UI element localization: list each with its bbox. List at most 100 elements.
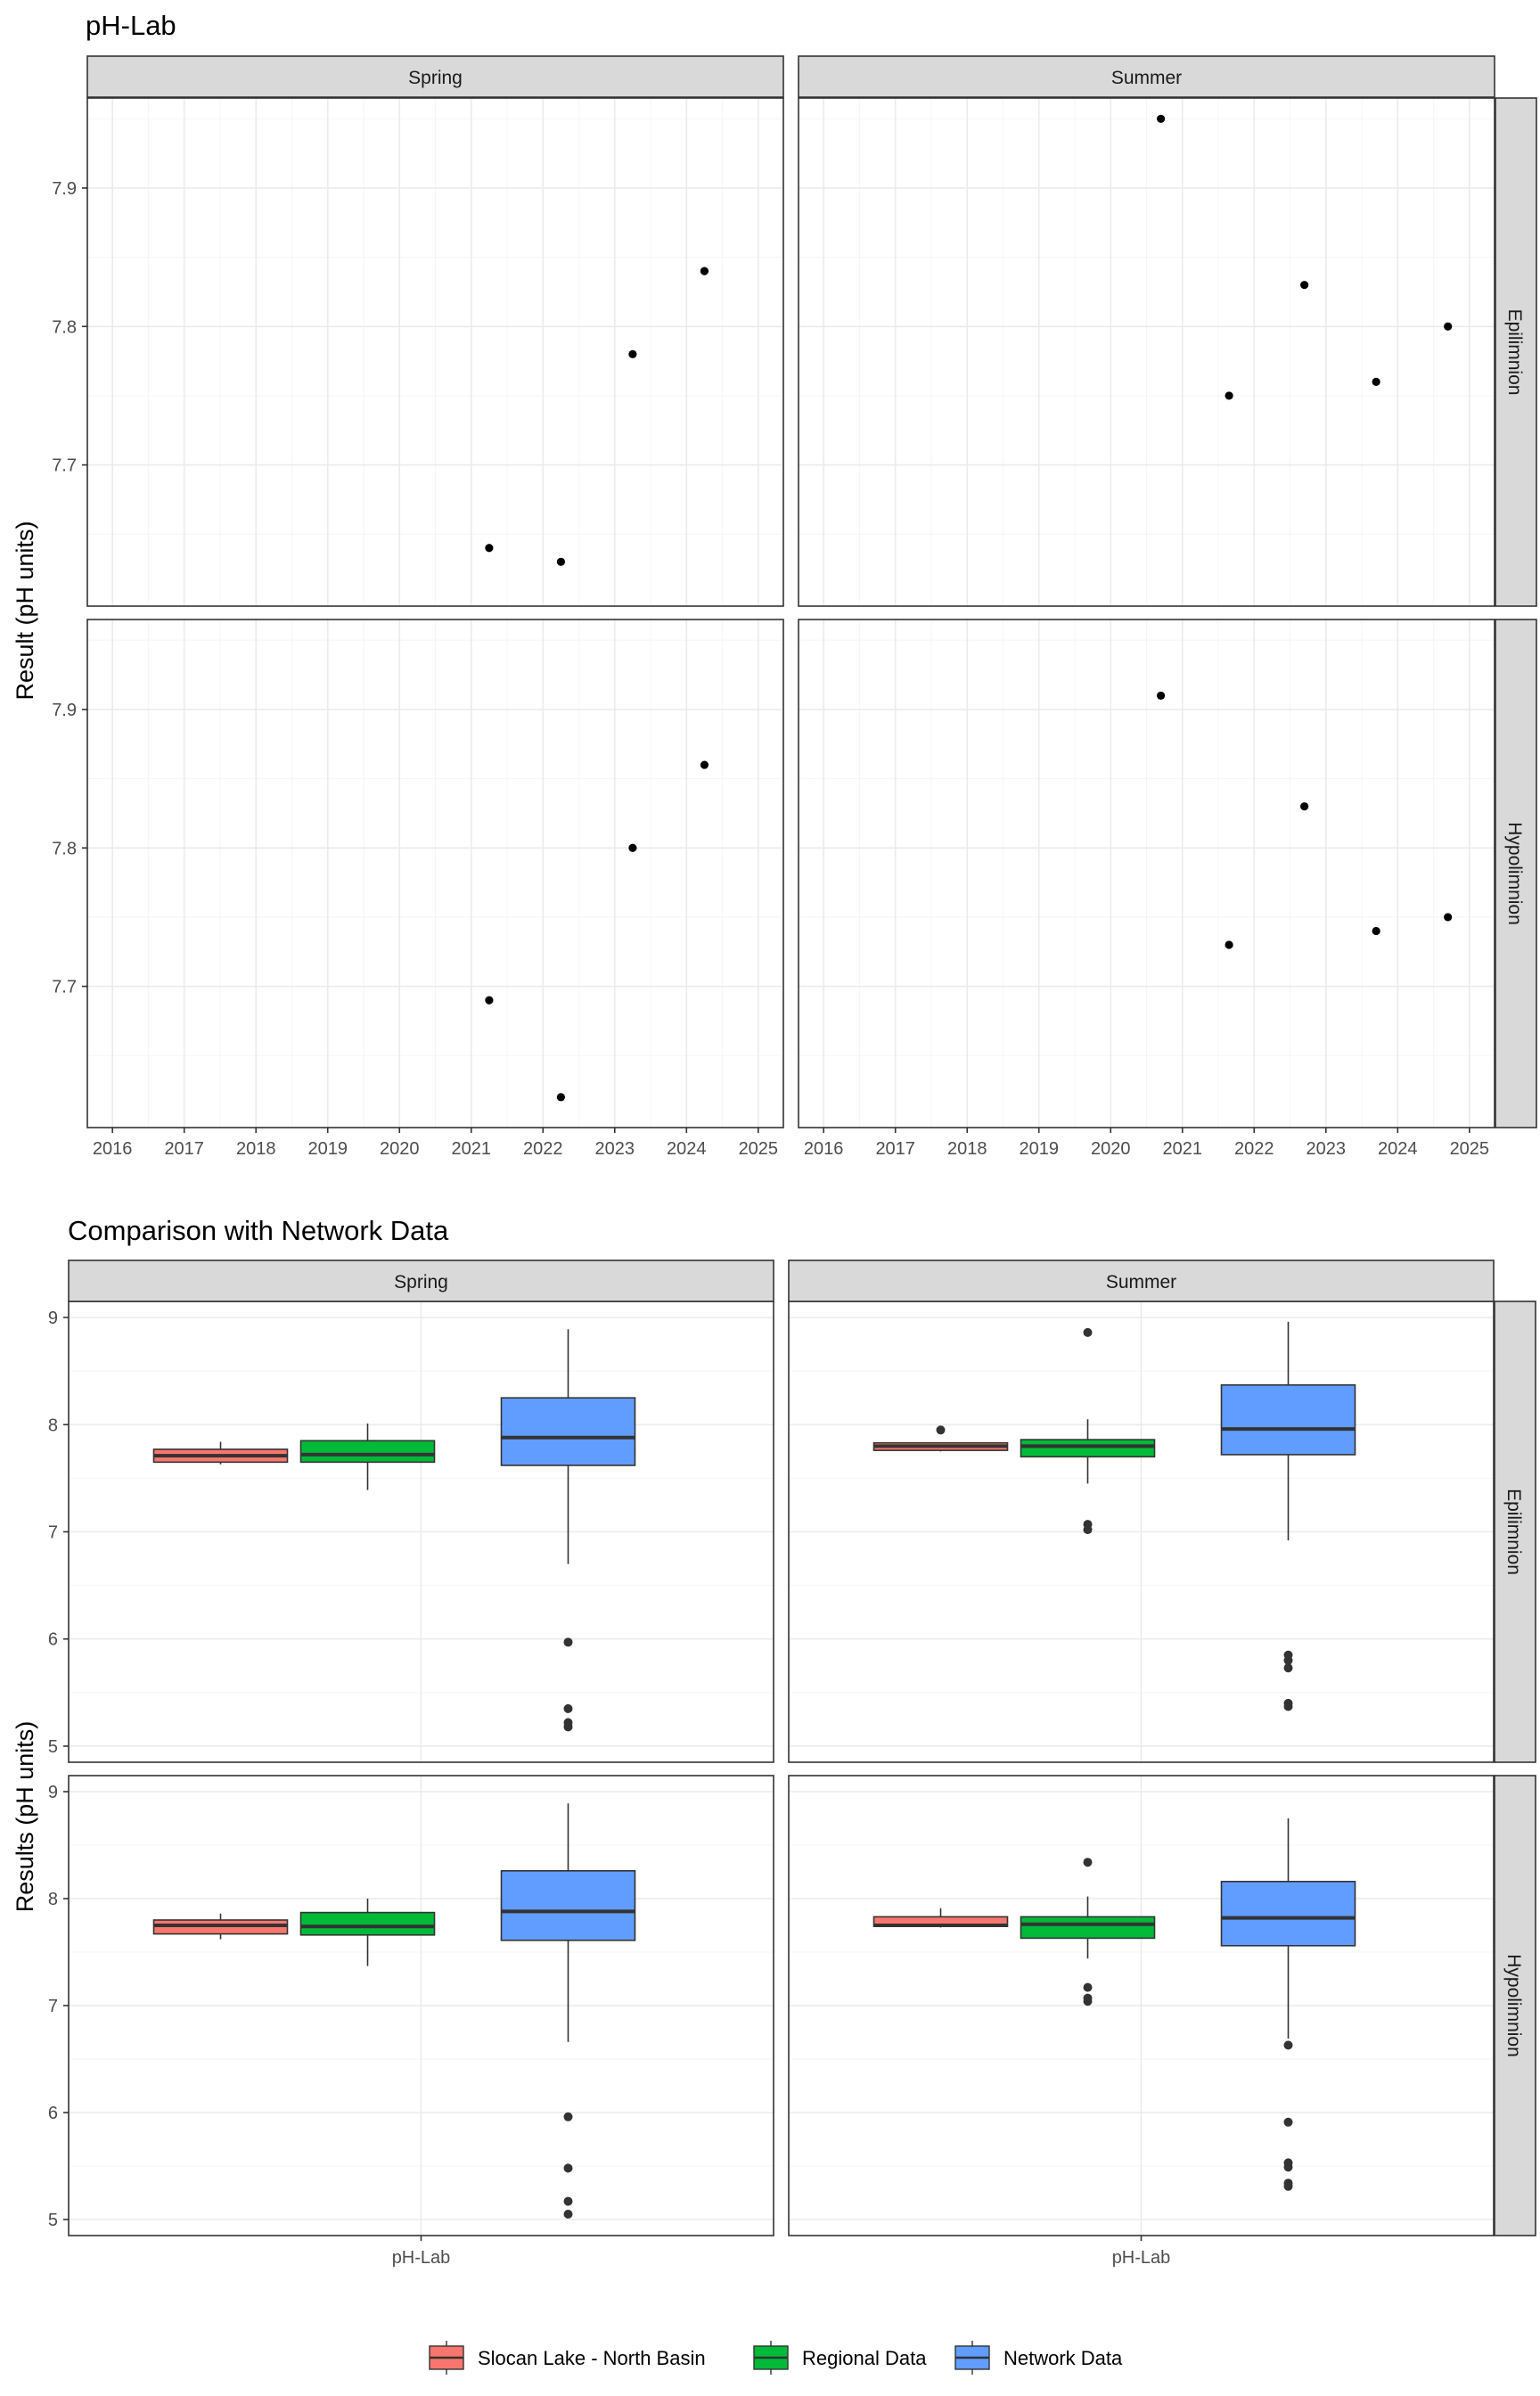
box: [1220, 1383, 1356, 1456]
strip-label: Summer: [1106, 1272, 1176, 1292]
y-tick-label: 7.7: [52, 978, 77, 997]
strip-box: [798, 55, 1495, 98]
outlier-point: [563, 2163, 573, 2173]
box: [500, 1397, 636, 1466]
chart1-title: pH-Lab: [86, 10, 176, 41]
x-tick-label: 2021: [452, 1139, 492, 1159]
strip-label: Spring: [394, 1272, 448, 1292]
data-point: [485, 996, 494, 1005]
chart2-strip-summer: Summer: [788, 1260, 1495, 1302]
outlier-point: [936, 1425, 946, 1435]
x-tick-label: 2021: [1163, 1139, 1203, 1159]
x-tick-label: 2017: [164, 1139, 204, 1159]
x-tick-label: pH-Lab: [392, 2248, 451, 2268]
outlier-point: [1083, 1525, 1093, 1535]
box: [500, 1870, 636, 1941]
data-point: [1300, 802, 1309, 811]
y-tick-label: 7: [48, 1997, 58, 2016]
boxplot-slocan-lake-north-basin: [872, 1908, 1009, 1928]
strip-box: [1494, 1301, 1536, 1763]
strip-label: Epilimnion: [1504, 309, 1525, 396]
box: [1020, 1916, 1156, 1940]
x-tick-label: 2024: [1378, 1139, 1418, 1159]
strip-box: [788, 1260, 1495, 1302]
chart2-panels: 5 6 7 8 9 5 6 7 8 9 pH-Lab pH-Lab Spring Summer Epilim…: [48, 1260, 1536, 2268]
boxplot-regional-data: [299, 1899, 436, 1966]
outlier-point: [563, 1722, 573, 1732]
outlier-point: [1083, 1327, 1093, 1337]
data-point: [700, 760, 709, 769]
outlier-point: [563, 1637, 573, 1647]
data-point: [556, 1093, 566, 1102]
data-point: [1225, 940, 1233, 949]
outlier-point: [563, 2112, 573, 2121]
strip-box: [1495, 619, 1537, 1128]
y-tick-label: 9: [48, 1783, 58, 1802]
chart1-strip-epilimnion: Epilimnion: [1495, 97, 1537, 607]
data-point: [1444, 913, 1453, 922]
chart1-strip-spring: Spring: [86, 55, 784, 98]
chart2-strip-spring: Spring: [68, 1260, 774, 1302]
chart2-strip-hypolimnion: Hypolimnion: [1494, 1775, 1536, 2236]
outlier-point: [1283, 2181, 1293, 2191]
x-tick-label: 2020: [1091, 1139, 1131, 1159]
outlier-point: [1283, 2040, 1293, 2050]
x-tick-label: pH-Lab: [1112, 2248, 1171, 2268]
boxplot-regional-data: [1020, 1327, 1156, 1535]
legend-label: Network Data: [1003, 2347, 1123, 2369]
strip-label: Epilimnion: [1503, 1489, 1524, 1575]
outlier-point: [1283, 2162, 1293, 2172]
panel-border: [798, 619, 1495, 1128]
strip-box: [1495, 97, 1537, 607]
y-tick-label: 7.9: [52, 701, 77, 720]
y-tick-label: 6: [48, 1630, 58, 1650]
data-point: [556, 557, 566, 566]
x-tick-label: 2025: [1450, 1139, 1490, 1159]
data-point: [1372, 377, 1380, 386]
strip-box: [86, 55, 784, 98]
outlier-point: [1283, 1702, 1293, 1711]
y-tick-label: 5: [48, 1737, 58, 1757]
legend-entry-network-data: Network Data: [954, 2341, 1123, 2375]
outlier-point: [1083, 1982, 1093, 1992]
y-tick-label: 7.8: [52, 839, 77, 858]
chart1-strip-hypolimnion: Hypolimnion: [1495, 619, 1537, 1128]
x-tick-label: 2022: [523, 1139, 563, 1159]
x-tick-label: 2019: [307, 1139, 348, 1159]
y-tick-label: 6: [48, 2104, 58, 2123]
y-tick-label: 8: [48, 1415, 58, 1435]
outlier-point: [1283, 2117, 1293, 2127]
panel-border: [86, 619, 784, 1128]
outlier-point: [563, 2210, 573, 2219]
box: [299, 1440, 436, 1464]
chart2-strip-epilimnion: Epilimnion: [1494, 1301, 1536, 1763]
data-point: [1372, 926, 1380, 936]
data-point: [700, 267, 709, 275]
outlier-point: [1083, 1858, 1093, 1867]
chart2-panel-summer-epilimnion: [788, 1301, 1495, 1763]
data-point: [1225, 391, 1233, 400]
strip-label: Spring: [408, 68, 463, 88]
chart2-panel-spring-hypolimnion: 5 6 7 8 9 pH-Lab: [48, 1775, 774, 2268]
box: [1220, 1881, 1356, 1947]
data-point: [1157, 691, 1166, 701]
y-tick-label: 7.9: [52, 179, 77, 199]
x-tick-label: 2017: [875, 1139, 915, 1159]
boxplot-regional-data: [299, 1424, 436, 1490]
chart2-panel-spring-epilimnion: 5 6 7 8 9: [48, 1301, 774, 1763]
x-tick-label: 2020: [380, 1139, 420, 1159]
x-tick-label: 2025: [739, 1139, 779, 1159]
boxplot-slocan-lake-north-basin: [152, 1913, 289, 1940]
chart1-y-axis-title: Result (pH units): [12, 521, 38, 700]
chart2-panel-summer-hypolimnion: pH-Lab: [788, 1775, 1495, 2268]
data-point: [628, 349, 637, 358]
legend-entry-regional-data: Regional Data: [753, 2341, 927, 2375]
x-tick-label: 2019: [1019, 1139, 1059, 1159]
x-tick-label: 2024: [667, 1139, 707, 1159]
chart2-title: Comparison with Network Data: [68, 1215, 449, 1246]
y-tick-label: 7.8: [52, 317, 77, 337]
boxplot-slocan-lake-north-basin: [152, 1441, 289, 1465]
x-tick-label: 2016: [93, 1139, 133, 1159]
strip-label: Hypolimnion: [1503, 1954, 1524, 2057]
